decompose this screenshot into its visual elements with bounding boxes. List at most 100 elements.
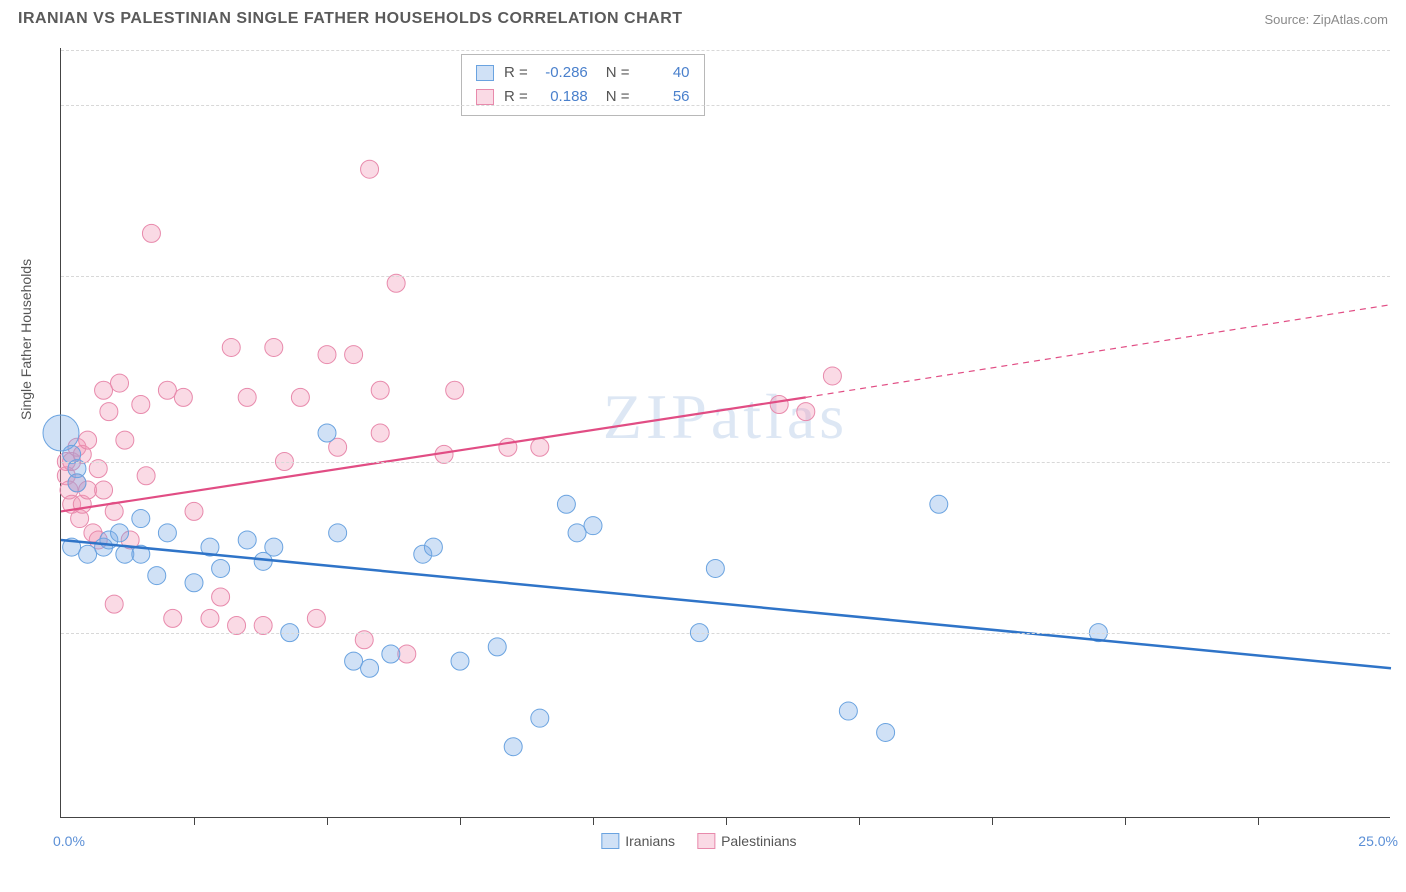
scatter-point-iranians xyxy=(158,524,176,542)
legend-item-iranians: Iranians xyxy=(601,833,675,849)
swatch-palestinians xyxy=(476,89,494,105)
x-tick xyxy=(859,817,860,825)
bottom-legend: Iranians Palestinians xyxy=(601,833,796,849)
x-tick xyxy=(194,817,195,825)
scatter-point-iranians xyxy=(329,524,347,542)
scatter-point-iranians xyxy=(79,545,97,563)
scatter-point-iranians xyxy=(568,524,586,542)
scatter-point-palestinians xyxy=(371,424,389,442)
x-tick xyxy=(726,817,727,825)
scatter-point-iranians xyxy=(424,538,442,556)
source-label: Source: ZipAtlas.com xyxy=(1264,12,1388,27)
x-tick xyxy=(1258,817,1259,825)
scatter-point-palestinians xyxy=(185,502,203,520)
x-tick xyxy=(593,817,594,825)
y-axis-label: Single Father Households xyxy=(18,259,34,420)
scatter-point-iranians xyxy=(111,524,129,542)
scatter-point-palestinians xyxy=(291,388,309,406)
trend-line-iranians xyxy=(61,540,1391,668)
scatter-point-iranians xyxy=(451,652,469,670)
scatter-point-palestinians xyxy=(164,609,182,627)
scatter-point-palestinians xyxy=(79,431,97,449)
scatter-point-palestinians xyxy=(361,160,379,178)
legend-swatch-palestinians xyxy=(697,833,715,849)
scatter-point-iranians xyxy=(877,723,895,741)
scatter-point-palestinians xyxy=(531,438,549,456)
scatter-point-palestinians xyxy=(823,367,841,385)
scatter-point-iranians xyxy=(584,517,602,535)
chart-title: IRANIAN VS PALESTINIAN SINGLE FATHER HOU… xyxy=(18,10,683,28)
x-tick xyxy=(327,817,328,825)
y-tick-label: 1.3% xyxy=(1395,625,1406,641)
scatter-point-palestinians xyxy=(174,388,192,406)
trend-line-ext-palestinians xyxy=(806,305,1391,398)
gridline-h xyxy=(61,50,1390,51)
scatter-point-palestinians xyxy=(132,395,150,413)
r-label: R = xyxy=(504,61,528,85)
legend-swatch-iranians xyxy=(601,833,619,849)
gridline-h xyxy=(61,462,1390,463)
scatter-point-iranians xyxy=(68,474,86,492)
scatter-point-iranians xyxy=(238,531,256,549)
n-value-iranians: 40 xyxy=(640,61,690,85)
legend-label-palestinians: Palestinians xyxy=(721,833,797,849)
scatter-point-palestinians xyxy=(345,346,363,364)
scatter-point-iranians xyxy=(212,559,230,577)
y-tick-label: 5.0% xyxy=(1395,97,1406,113)
scatter-point-palestinians xyxy=(111,374,129,392)
swatch-iranians xyxy=(476,65,494,81)
scatter-point-palestinians xyxy=(201,609,219,627)
scatter-point-palestinians xyxy=(95,481,113,499)
scatter-point-iranians xyxy=(488,638,506,656)
scatter-point-palestinians xyxy=(770,395,788,413)
scatter-point-iranians xyxy=(361,659,379,677)
stats-row-iranians: R = -0.286 N = 40 xyxy=(476,61,690,85)
gridline-h xyxy=(61,105,1390,106)
scatter-point-palestinians xyxy=(398,645,416,663)
stats-legend-box: R = -0.286 N = 40 R = 0.188 N = 56 xyxy=(461,54,705,116)
scatter-point-iranians xyxy=(382,645,400,663)
scatter-point-iranians xyxy=(265,538,283,556)
scatter-point-palestinians xyxy=(116,431,134,449)
scatter-point-iranians xyxy=(706,559,724,577)
scatter-point-palestinians xyxy=(371,381,389,399)
scatter-point-iranians xyxy=(345,652,363,670)
scatter-point-palestinians xyxy=(142,224,160,242)
x-tick xyxy=(992,817,993,825)
scatter-point-iranians xyxy=(930,495,948,513)
scatter-svg xyxy=(61,48,1390,817)
legend-label-iranians: Iranians xyxy=(625,833,675,849)
scatter-point-palestinians xyxy=(137,467,155,485)
chart-plot-area: ZIPatlas R = -0.286 N = 40 R = 0.188 N =… xyxy=(60,48,1390,818)
scatter-point-palestinians xyxy=(318,346,336,364)
gridline-h xyxy=(61,633,1390,634)
y-tick-label: 3.8% xyxy=(1395,268,1406,284)
trend-line-palestinians xyxy=(61,397,806,511)
chart-header: IRANIAN VS PALESTINIAN SINGLE FATHER HOU… xyxy=(0,0,1406,34)
scatter-point-iranians xyxy=(557,495,575,513)
x-tick xyxy=(1125,817,1126,825)
x-tick xyxy=(460,817,461,825)
scatter-point-palestinians xyxy=(238,388,256,406)
scatter-point-palestinians xyxy=(212,588,230,606)
scatter-point-palestinians xyxy=(158,381,176,399)
scatter-point-palestinians xyxy=(265,338,283,356)
x-axis-max-label: 25.0% xyxy=(1358,833,1398,849)
legend-item-palestinians: Palestinians xyxy=(697,833,797,849)
scatter-point-iranians xyxy=(185,574,203,592)
scatter-point-iranians xyxy=(504,738,522,756)
scatter-point-palestinians xyxy=(797,403,815,421)
y-tick-label: 2.5% xyxy=(1395,454,1406,470)
scatter-point-iranians xyxy=(132,510,150,528)
scatter-point-iranians xyxy=(839,702,857,720)
scatter-point-palestinians xyxy=(222,338,240,356)
scatter-point-iranians xyxy=(148,567,166,585)
scatter-point-palestinians xyxy=(446,381,464,399)
x-axis-min-label: 0.0% xyxy=(53,833,85,849)
scatter-point-palestinians xyxy=(307,609,325,627)
gridline-h xyxy=(61,276,1390,277)
r-value-iranians: -0.286 xyxy=(538,61,588,85)
scatter-point-palestinians xyxy=(105,595,123,613)
scatter-point-iranians xyxy=(318,424,336,442)
scatter-point-palestinians xyxy=(100,403,118,421)
